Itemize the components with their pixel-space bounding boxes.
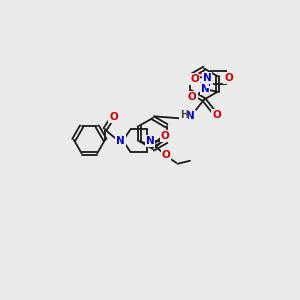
Text: N: N [146,136,154,146]
Text: N: N [200,84,209,94]
Text: O: O [161,150,170,161]
Text: +: + [206,79,213,88]
Text: O: O [212,110,221,120]
Text: -: - [198,69,202,79]
Text: H: H [180,110,188,120]
Text: O: O [160,131,169,141]
Text: O: O [188,92,197,102]
Text: O: O [109,112,118,122]
Text: N: N [186,111,195,121]
Text: N: N [202,73,211,83]
Text: O: O [190,74,199,84]
Text: N: N [116,136,125,146]
Text: O: O [224,73,233,83]
